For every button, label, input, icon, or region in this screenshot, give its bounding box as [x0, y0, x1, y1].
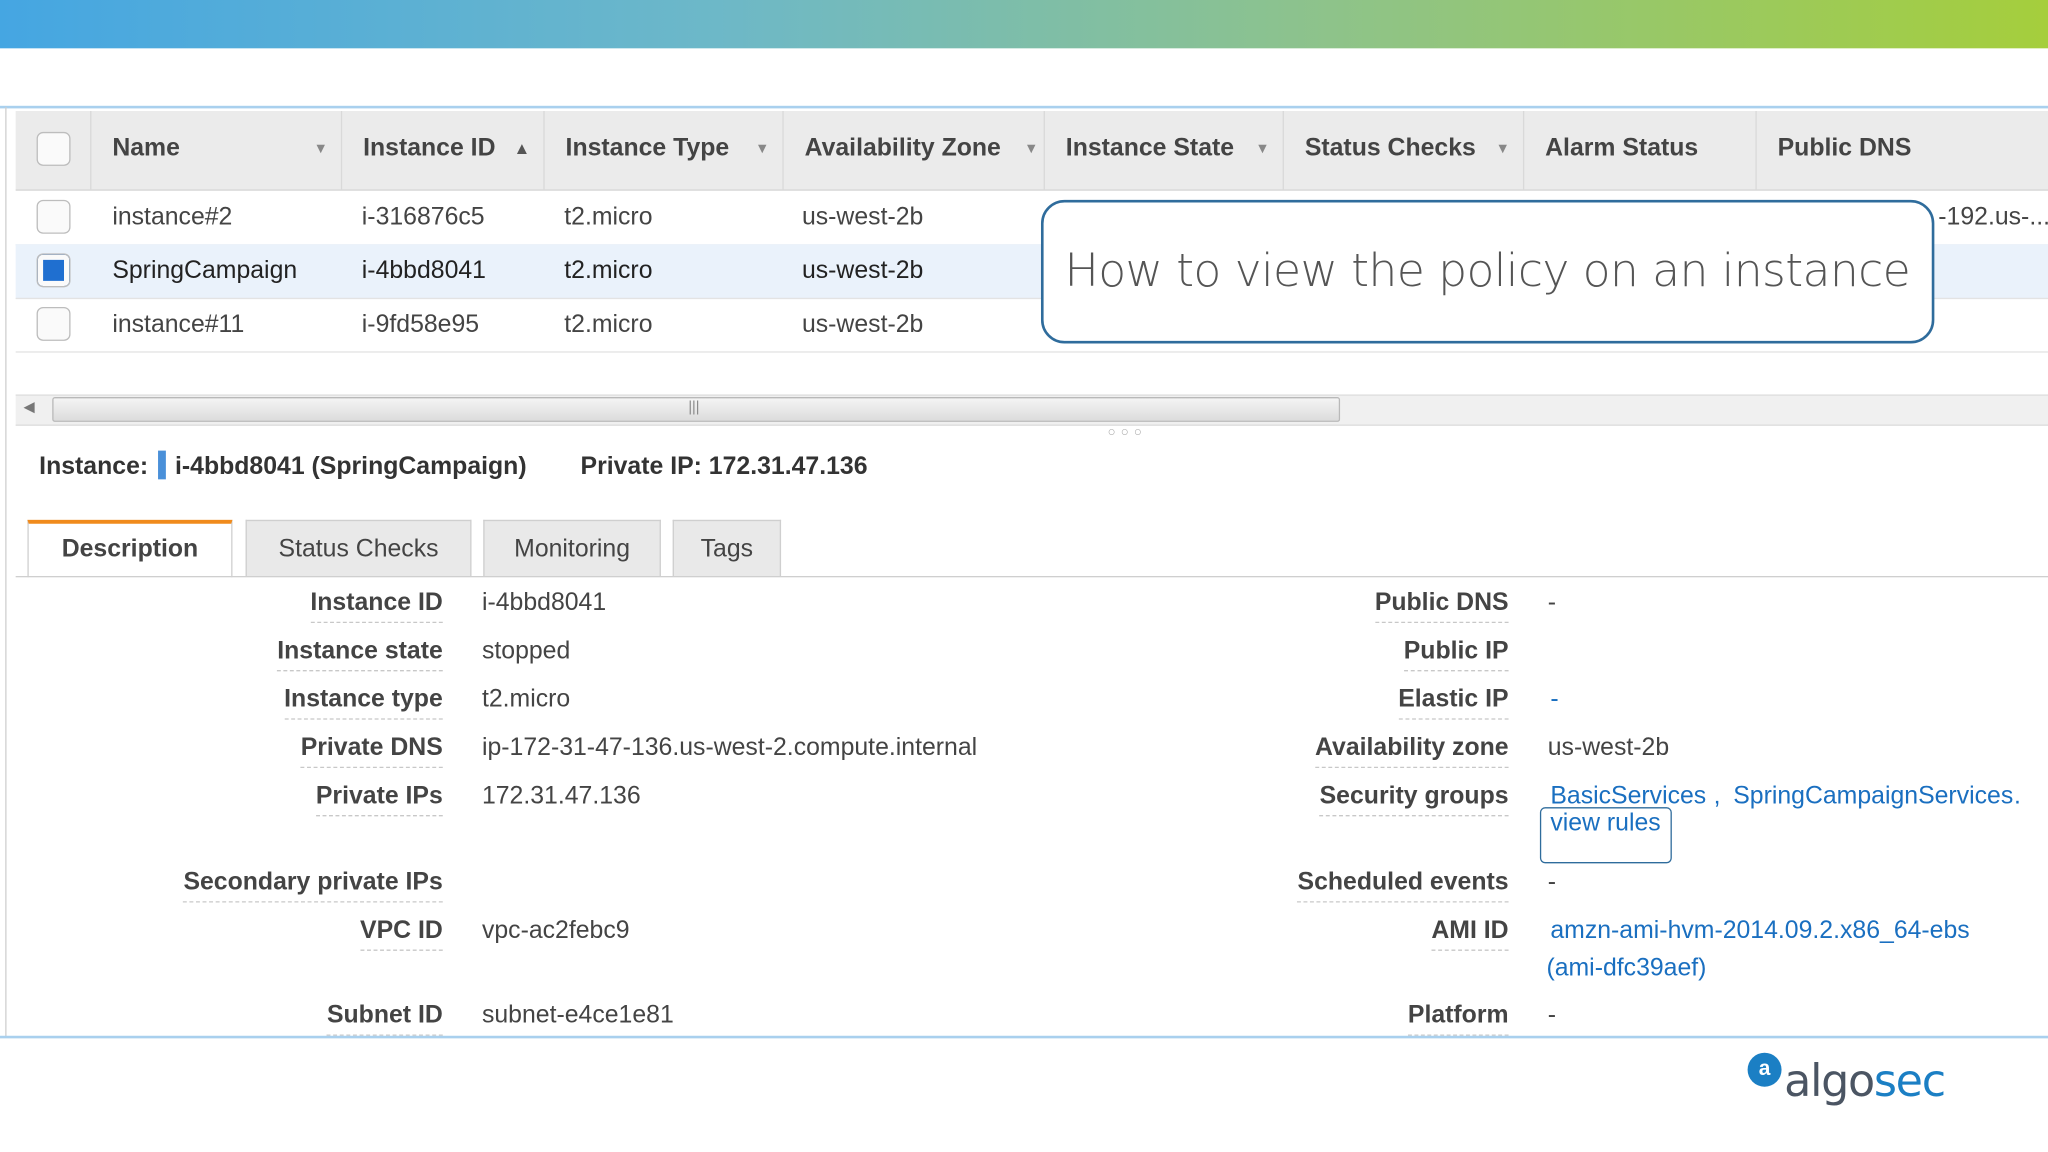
detail-link[interactable]: -: [1550, 685, 1559, 714]
detail-label: Scheduled events: [1297, 869, 1509, 903]
detail-value: subnet-e4ce1e81: [481, 1001, 674, 1030]
security-group-link[interactable]: SpringCampaignServices: [1733, 782, 2014, 810]
dropdown-icon[interactable]: ▼: [755, 141, 770, 157]
tab-monitoring[interactable]: Monitoring: [483, 519, 661, 576]
divider: [5, 107, 7, 1038]
select-all-checkbox[interactable]: [36, 131, 71, 166]
detail-label: Security groups: [1319, 782, 1509, 817]
detail-value: vpc-ac2febc9: [481, 916, 630, 945]
column-availability-zone[interactable]: Availability Zone ▼: [784, 111, 1045, 190]
detail-label: Instance state: [277, 637, 443, 672]
divider: [15, 575, 2048, 578]
detail-label: AMI ID: [1431, 917, 1509, 951]
detail-label: Platform: [1407, 1002, 1509, 1036]
column-instance-state[interactable]: Instance State ▼: [1045, 111, 1284, 190]
select-all-cell: [16, 111, 92, 190]
detail-label: Private IPs: [315, 782, 443, 817]
column-status-checks[interactable]: Status Checks ▼: [1284, 111, 1525, 190]
column-instance-id[interactable]: Instance ID ▲: [342, 111, 545, 190]
detail-value: ip-172-31-47-136.us-west-2.compute.inter…: [481, 734, 978, 762]
security-group-link[interactable]: BasicServices: [1550, 782, 1707, 810]
detail-value: 172.31.47.136: [481, 782, 641, 810]
detail-label: Public IP: [1403, 637, 1509, 672]
column-alarm-status[interactable]: Alarm Status: [1524, 111, 1757, 190]
detail-label: Instance ID: [310, 589, 443, 624]
scrollbar-thumb[interactable]: |||: [52, 397, 1341, 422]
detail-label: Elastic IP: [1398, 686, 1509, 720]
separator: .: [2014, 782, 2021, 810]
tab-description[interactable]: Description: [27, 519, 233, 578]
detail-value: us-west-2b: [1547, 734, 1670, 762]
callout-box: How to view the policy on an instance: [1040, 199, 1935, 344]
row-checkbox[interactable]: [36, 306, 71, 341]
table-header: Name ▼ Instance ID ▲ Instance Type ▼ Availa…: [15, 111, 2048, 191]
column-public-dns[interactable]: Public DNS: [1777, 134, 1912, 162]
tab-status-checks[interactable]: Status Checks: [245, 519, 472, 576]
divider: [0, 105, 2048, 109]
detail-value: stopped: [481, 637, 571, 665]
sort-ascending-icon[interactable]: ▲: [513, 138, 531, 159]
detail-value: i-4bbd8041: [481, 589, 607, 617]
instance-header: Instance: i-4bbd8041 (SpringCampaign) Pr…: [39, 450, 868, 482]
detail-link[interactable]: amzn-ami-hvm-2014.09.2.x86_64-ebs: [1550, 916, 1970, 945]
detail-label: VPC ID: [360, 917, 443, 951]
table-row[interactable]: instance#2 i-316876c5 t2.micro us-west-2…: [15, 191, 2048, 246]
scroll-left-icon[interactable]: ◀: [23, 399, 35, 416]
instance-color-marker: [157, 450, 166, 480]
view-rules-button[interactable]: view rules: [1539, 807, 1673, 864]
table-row[interactable]: instance#11 i-9fd58e95 t2.micro us-west-…: [15, 298, 2048, 353]
tab-tags[interactable]: Tags: [672, 519, 782, 576]
detail-label: Private DNS: [300, 734, 443, 768]
detail-value: -: [1547, 868, 1557, 896]
logo-text: algosec: [1784, 1055, 1946, 1108]
row-checkbox[interactable]: [36, 199, 71, 234]
detail-label: Instance type: [284, 686, 443, 720]
resize-handle-icon[interactable]: ○○○: [1107, 425, 1147, 441]
row-checkbox[interactable]: [36, 253, 71, 288]
logo-mark-icon: a: [1747, 1052, 1782, 1087]
gradient-banner: [0, 0, 2048, 49]
divider: [0, 1035, 2048, 1039]
detail-label: Availability zone: [1315, 734, 1509, 768]
dropdown-icon[interactable]: ▼: [1255, 141, 1270, 157]
detail-link[interactable]: (ami-dfc39aef): [1546, 954, 1707, 983]
grip-icon: |||: [688, 399, 700, 416]
detail-label: Secondary private IPs: [183, 869, 443, 903]
detail-value: t2.micro: [481, 685, 571, 714]
algosec-logo: a algosec: [1747, 1050, 1946, 1118]
column-instance-type[interactable]: Instance Type ▼: [545, 111, 784, 190]
detail-value: -: [1547, 1001, 1557, 1030]
dropdown-icon[interactable]: ▼: [1024, 141, 1039, 157]
column-name[interactable]: Name ▼: [91, 111, 343, 190]
separator: ,: [1713, 782, 1721, 810]
detail-label: Subnet ID: [326, 1002, 443, 1036]
dropdown-icon[interactable]: ▼: [313, 141, 328, 157]
detail-label: Public DNS: [1374, 589, 1509, 624]
detail-value: -: [1547, 589, 1557, 617]
dropdown-icon[interactable]: ▼: [1495, 141, 1510, 157]
